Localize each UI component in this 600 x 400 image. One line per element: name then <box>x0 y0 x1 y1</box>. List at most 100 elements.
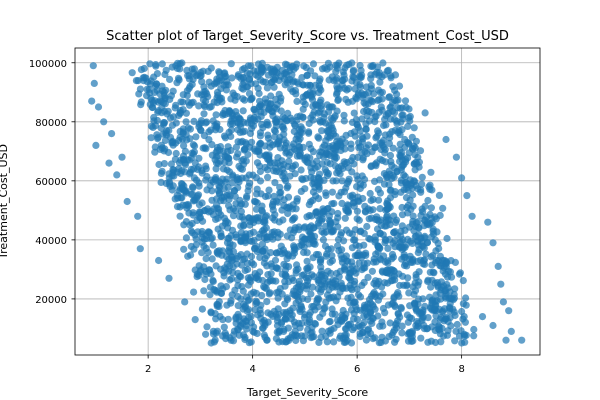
data-point <box>293 197 301 205</box>
data-point <box>216 312 224 321</box>
data-point <box>241 127 249 135</box>
data-point <box>296 307 304 316</box>
data-point <box>426 181 434 189</box>
data-point <box>404 154 412 162</box>
data-point <box>288 331 296 339</box>
data-point <box>100 118 108 126</box>
data-point <box>309 60 318 68</box>
data-point <box>206 291 214 299</box>
data-point <box>342 95 350 103</box>
data-point <box>190 117 198 125</box>
data-point <box>179 129 187 137</box>
data-point <box>282 139 290 147</box>
data-point <box>377 103 385 111</box>
data-point <box>452 153 460 161</box>
data-point <box>316 256 324 264</box>
data-point <box>258 240 267 248</box>
data-point <box>176 109 184 117</box>
data-point <box>296 288 304 296</box>
data-point <box>188 149 196 157</box>
data-point <box>333 82 341 90</box>
data-point <box>186 221 194 229</box>
data-point <box>331 277 340 285</box>
data-point <box>369 290 377 298</box>
data-point <box>263 166 272 174</box>
data-point <box>283 255 291 263</box>
data-point <box>262 78 270 86</box>
data-point <box>489 321 497 330</box>
data-point <box>458 174 466 182</box>
data-point <box>328 305 336 313</box>
data-point <box>321 304 329 312</box>
data-point <box>247 96 255 104</box>
data-point <box>258 227 267 235</box>
data-point <box>234 282 242 290</box>
data-point <box>213 302 221 310</box>
data-point <box>280 130 288 138</box>
data-point <box>238 84 246 92</box>
data-point <box>344 201 352 209</box>
data-point <box>390 212 398 220</box>
data-point <box>196 208 204 217</box>
data-point <box>222 335 230 343</box>
data-point <box>180 142 188 150</box>
data-point <box>198 78 206 86</box>
data-point <box>256 167 264 176</box>
data-point <box>220 323 228 331</box>
data-point <box>436 289 444 297</box>
data-point <box>208 151 216 159</box>
data-point <box>433 228 441 236</box>
data-point <box>348 262 356 270</box>
data-point <box>335 192 343 200</box>
data-point <box>214 225 222 233</box>
data-point <box>182 234 190 242</box>
data-point <box>291 161 300 169</box>
data-point <box>264 173 272 181</box>
data-point <box>169 87 177 95</box>
data-point <box>330 324 338 332</box>
data-point <box>146 89 154 97</box>
data-point <box>244 150 252 159</box>
data-point <box>326 258 334 266</box>
data-point <box>227 275 236 283</box>
data-point <box>299 143 307 151</box>
data-point <box>211 80 219 88</box>
data-point <box>257 112 265 120</box>
data-point <box>150 117 158 125</box>
data-point <box>463 192 471 200</box>
data-point <box>400 161 408 169</box>
data-point <box>225 202 233 210</box>
data-point <box>291 214 299 222</box>
data-point <box>195 102 203 110</box>
data-point <box>385 181 393 189</box>
data-point <box>356 73 364 81</box>
data-point <box>242 194 251 202</box>
data-point <box>424 196 432 205</box>
data-point <box>365 117 373 125</box>
data-point <box>325 294 333 302</box>
data-point <box>399 244 407 252</box>
data-point <box>274 294 282 302</box>
data-point <box>494 262 502 270</box>
data-point <box>437 262 445 270</box>
data-point <box>230 331 238 339</box>
data-point <box>328 188 336 196</box>
data-point <box>202 176 210 184</box>
data-point <box>399 272 407 280</box>
data-point <box>197 72 205 80</box>
data-point <box>398 322 406 330</box>
data-point <box>165 180 174 188</box>
data-point <box>309 224 318 232</box>
data-point <box>443 331 451 339</box>
data-point <box>132 77 140 85</box>
data-point <box>389 266 398 275</box>
data-point <box>413 237 422 245</box>
data-point <box>371 305 379 313</box>
data-point <box>414 218 422 226</box>
data-point <box>333 89 341 97</box>
data-point <box>411 166 419 174</box>
data-point <box>338 199 346 207</box>
data-point <box>251 270 259 278</box>
data-point <box>301 185 309 193</box>
data-point <box>417 186 425 194</box>
